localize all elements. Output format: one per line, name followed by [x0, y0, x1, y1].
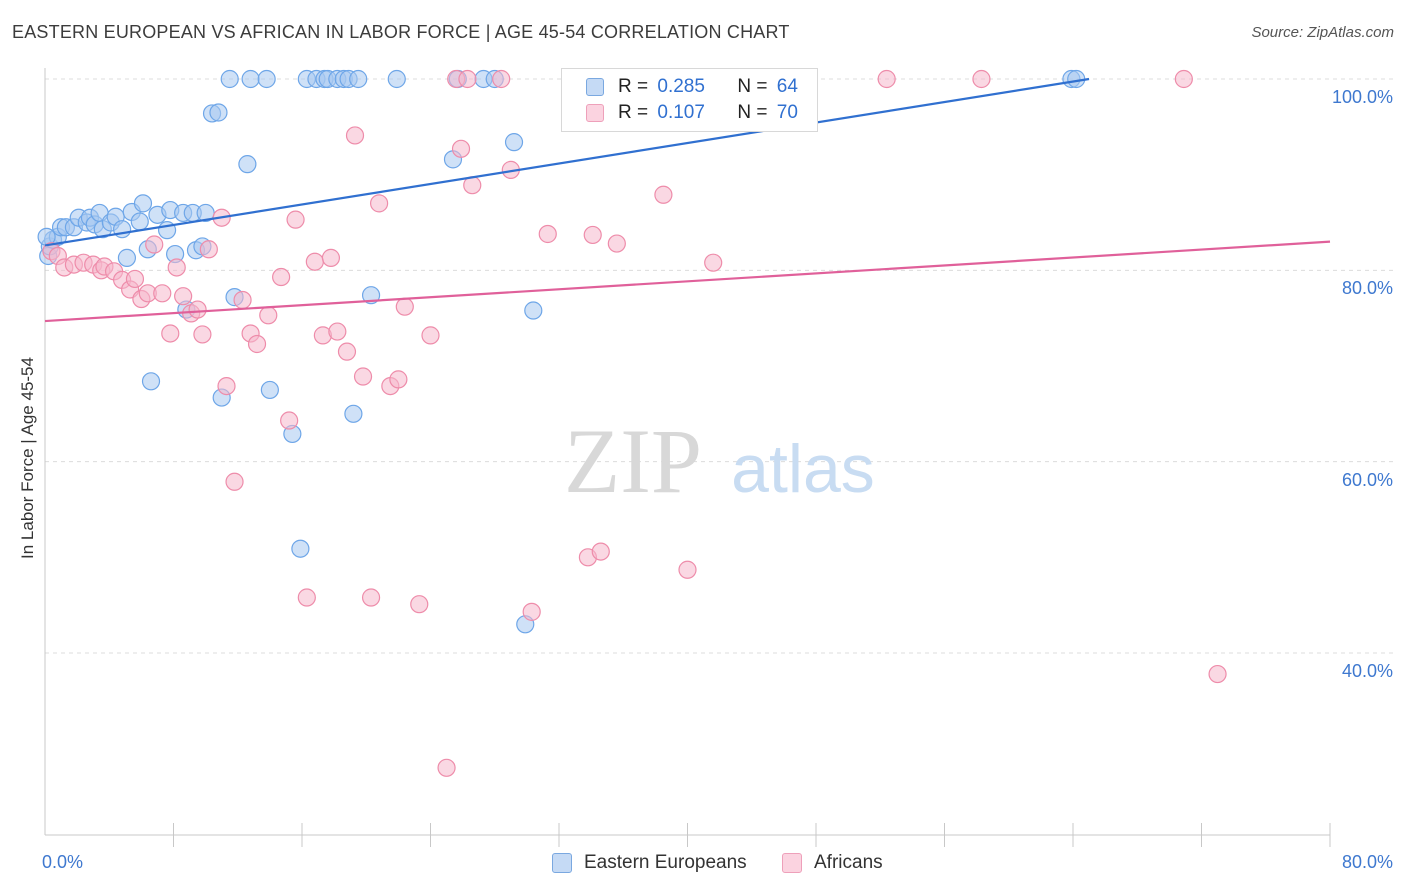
point-african — [328, 322, 347, 341]
point-african — [522, 602, 541, 621]
point-african — [421, 326, 440, 345]
point-african — [280, 411, 299, 430]
y-tick-label: 60.0% — [1341, 469, 1393, 490]
trend-line-eastern-europeans — [44, 77, 1090, 247]
bottom-legend-swatch-blue — [552, 853, 572, 873]
point-african — [247, 334, 267, 354]
point-african — [188, 300, 207, 319]
point-african — [410, 595, 429, 614]
point-african — [607, 234, 626, 253]
bottom-legend-swatch-pink — [782, 853, 802, 873]
legend-r-label: R = — [618, 76, 649, 97]
point-eastern-european — [291, 539, 310, 558]
point-eastern-european — [220, 69, 239, 89]
bottom-legend-eastern-europeans: Eastern Europeans — [552, 852, 747, 874]
point-african — [395, 297, 414, 316]
legend-n-value: 70 — [776, 102, 798, 123]
point-eastern-european — [257, 69, 276, 89]
legend-n-value: 64 — [776, 76, 798, 97]
point-african — [370, 194, 389, 213]
point-african — [305, 252, 324, 271]
legend-swatch-blue — [586, 78, 604, 96]
point-african — [451, 139, 471, 158]
point-african — [337, 342, 357, 361]
legend-r-value: 0.107 — [657, 102, 705, 123]
point-african — [389, 370, 408, 389]
point-african — [233, 290, 252, 310]
point-african — [704, 253, 723, 272]
point-african — [286, 210, 305, 229]
point-eastern-european — [241, 69, 260, 89]
point-african — [297, 588, 316, 607]
point-eastern-european — [130, 212, 149, 231]
point-african — [1208, 664, 1227, 684]
point-african — [437, 758, 456, 777]
point-eastern-european — [238, 155, 257, 174]
point-african — [145, 235, 164, 254]
legend-n-label: N = — [737, 102, 768, 123]
point-eastern-european — [387, 69, 406, 89]
y-tick-label: 40.0% — [1341, 661, 1393, 681]
chart-title: EASTERN EUROPEAN VS AFRICAN IN LABOR FOR… — [12, 22, 790, 42]
point-african — [345, 126, 365, 145]
point-african — [353, 367, 373, 386]
point-african — [1174, 69, 1193, 89]
point-african — [161, 324, 180, 343]
point-african — [583, 225, 602, 245]
point-african — [199, 240, 218, 259]
legend-row-africans: R = 0.107 N = 70 — [586, 100, 798, 126]
legend-swatch-pink — [586, 104, 604, 122]
trend-lines — [44, 77, 1331, 323]
point-african — [458, 69, 477, 89]
x-tick-label-max: 80.0% — [1341, 852, 1393, 872]
point-eastern-european — [133, 194, 153, 213]
watermark-atlas: atlas — [731, 431, 875, 507]
point-eastern-european — [524, 301, 543, 320]
point-african — [591, 542, 610, 561]
point-eastern-european — [344, 404, 363, 423]
legend-r-value: 0.285 — [657, 76, 705, 97]
point-african — [678, 560, 697, 579]
axes — [44, 68, 1331, 847]
point-african — [272, 267, 291, 287]
source-label: Source: ZipAtlas.com — [1251, 24, 1394, 41]
point-african — [972, 69, 991, 89]
point-african — [174, 287, 193, 306]
point-african — [321, 248, 341, 267]
trend-line-africans — [44, 240, 1331, 323]
point-eastern-european — [361, 286, 381, 305]
zipatlas-watermark: ZIP atlas — [564, 410, 875, 512]
data-points — [37, 69, 1227, 777]
point-african — [125, 269, 145, 289]
legend-n-label: N = — [737, 76, 768, 97]
point-african — [153, 284, 172, 303]
point-african — [167, 258, 186, 277]
point-african — [193, 325, 212, 344]
point-eastern-european — [141, 372, 161, 391]
point-eastern-european — [260, 380, 279, 400]
point-eastern-european — [117, 248, 137, 267]
point-african — [217, 376, 236, 396]
point-african — [654, 185, 673, 204]
legend-r-label: R = — [618, 102, 649, 123]
point-african — [259, 306, 278, 325]
point-eastern-european — [209, 103, 228, 122]
legend-row-eastern-europeans: R = 0.285 N = 64 — [586, 74, 798, 100]
y-tick-label: 100.0% — [1331, 87, 1393, 107]
watermark-zip: ZIP — [564, 410, 702, 512]
point-eastern-european — [504, 133, 524, 152]
point-african — [877, 69, 896, 89]
point-eastern-european — [349, 69, 368, 89]
x-tick-label-min: 0.0% — [42, 852, 84, 872]
point-african — [225, 472, 244, 491]
point-african — [538, 224, 557, 244]
point-african — [361, 588, 381, 607]
y-tick-label: 80.0% — [1341, 278, 1393, 299]
bottom-legend-africans: Africans — [782, 852, 883, 874]
bottom-legend-label: Eastern Europeans — [584, 852, 747, 873]
stats-legend: R = 0.285 N = 64 R = 0.107 N = 70 — [561, 68, 818, 132]
bottom-legend-label: Africans — [814, 852, 883, 873]
point-african — [492, 69, 511, 89]
